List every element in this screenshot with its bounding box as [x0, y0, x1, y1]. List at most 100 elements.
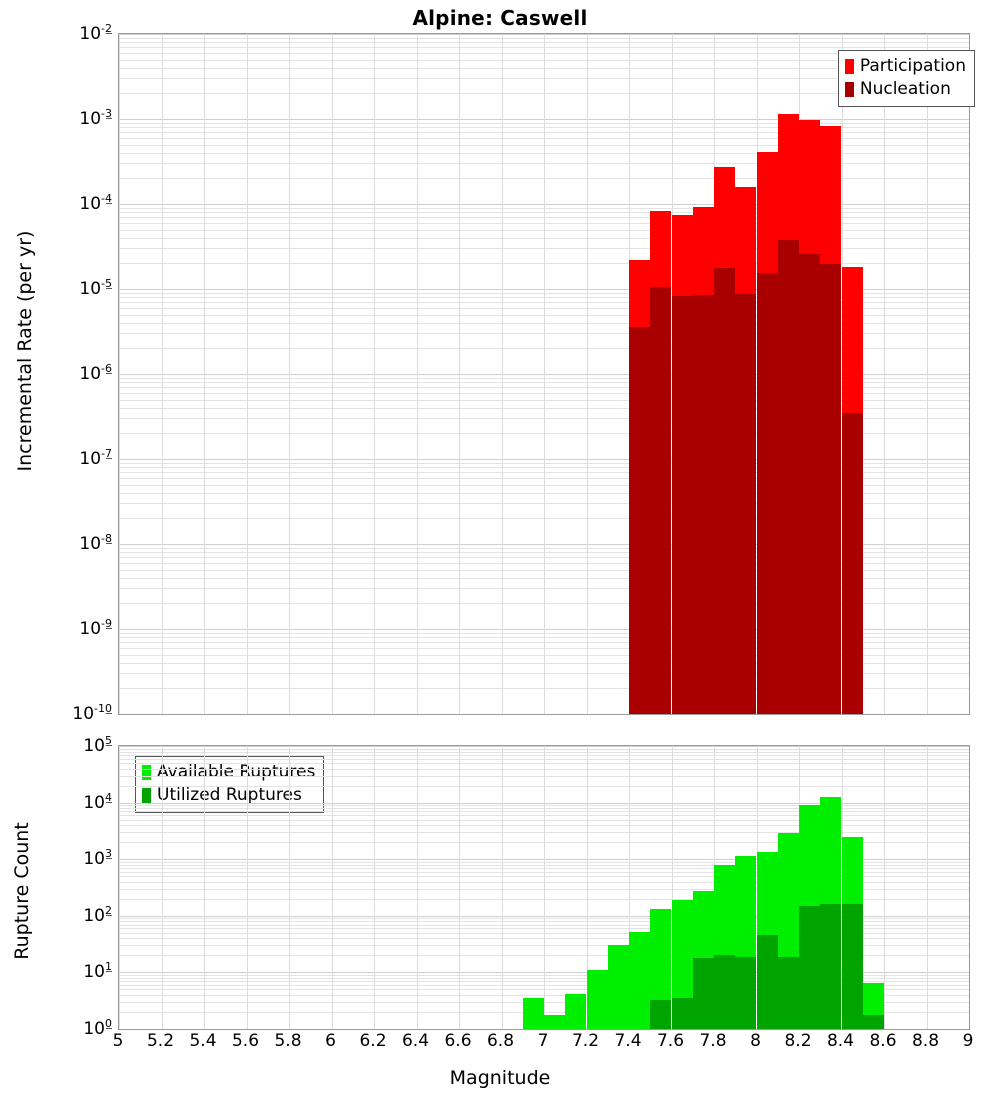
gridline-vertical	[204, 34, 205, 714]
bar-segment-lower	[756, 272, 778, 714]
gridline-vertical	[161, 746, 163, 1029]
gridline-vertical	[416, 34, 418, 714]
legend-label-nucleation: Nucleation	[859, 79, 951, 99]
legend-item-utilized-ruptures: Utilized Ruptures	[142, 784, 315, 807]
gridline-vertical	[161, 34, 163, 714]
gridline-vertical	[246, 746, 248, 1029]
x-tick-label: 6.2	[359, 1031, 387, 1051]
nucleation-swatch-icon	[844, 82, 854, 97]
bar	[756, 151, 778, 714]
y-tick-mark	[106, 971, 112, 973]
gridline-vertical	[246, 34, 248, 714]
bar-segment-lower	[799, 905, 821, 1029]
bar-segment-lower	[671, 295, 693, 714]
gridline-vertical	[416, 746, 418, 1029]
bar	[586, 970, 608, 1029]
bar	[777, 113, 799, 714]
x-tick-label: 8.8	[911, 1031, 940, 1051]
bar-segment-lower	[777, 956, 799, 1029]
y-tick-label: 10-9	[79, 617, 112, 639]
top-y-axis-title: Incremental Rate (per yr)	[14, 230, 36, 472]
incremental-rate-plot	[118, 33, 970, 715]
bar	[735, 186, 757, 714]
legend-label-participation: Participation	[859, 56, 966, 76]
x-tick-label: 7.8	[699, 1031, 727, 1051]
bar	[607, 944, 629, 1029]
gridline-vertical	[289, 34, 290, 714]
bar	[799, 805, 821, 1029]
bar-segment-lower	[820, 904, 842, 1029]
bar	[862, 983, 885, 1029]
y-tick-label: 103	[83, 847, 112, 870]
rupture-count-plot: Available Ruptures Utilized Ruptures	[118, 745, 970, 1030]
bar	[565, 993, 587, 1029]
gridline-vertical	[926, 34, 928, 714]
x-tick-label: 9	[962, 1031, 974, 1051]
bar	[650, 909, 672, 1029]
y-tick-label: 10-7	[79, 447, 112, 469]
x-tick-label: 8.4	[826, 1031, 855, 1051]
gridline-vertical	[331, 34, 333, 714]
bar-segment-lower	[735, 956, 757, 1029]
bar-segment-lower	[650, 1000, 672, 1029]
bar-segment-lower	[799, 253, 821, 714]
gridline-vertical	[119, 746, 120, 1029]
x-tick-label: 5.8	[274, 1031, 302, 1051]
bar	[650, 211, 672, 714]
bar-segment-lower	[777, 239, 799, 714]
legend-label-available-ruptures: Available Ruptures	[157, 762, 316, 782]
bar	[692, 891, 715, 1029]
y-tick-label: 10-5	[79, 277, 112, 299]
y-tick-label: 104	[83, 790, 112, 813]
bar	[692, 207, 715, 714]
y-tick-mark	[106, 628, 112, 629]
utilized-ruptures-swatch-icon	[142, 788, 151, 803]
bottom-y-axis: 105 104 103 102 101 100	[0, 734, 112, 1039]
chart-title: Alpine: Caswell	[412, 6, 588, 30]
bar-segment-lower	[820, 264, 842, 714]
gridline-vertical	[969, 34, 970, 714]
participation-swatch-icon	[844, 59, 854, 74]
y-tick-mark	[106, 801, 112, 803]
bar	[629, 259, 651, 714]
y-tick-mark	[106, 458, 112, 459]
bar	[629, 932, 651, 1029]
x-tick-label: 6	[325, 1031, 336, 1051]
available-ruptures-swatch-icon	[142, 765, 151, 780]
x-tick-label: 5.6	[231, 1031, 260, 1051]
gridline-vertical	[969, 746, 970, 1029]
bar	[820, 125, 842, 714]
gridline-vertical	[119, 34, 120, 714]
gridline-vertical	[544, 34, 545, 714]
bar-segment-lower	[735, 293, 757, 714]
y-tick-mark	[106, 713, 112, 714]
gridline-vertical	[926, 746, 928, 1029]
y-tick-label: 100	[83, 1017, 112, 1039]
bar-segment-lower	[692, 957, 715, 1029]
x-tick-label: 7	[537, 1031, 549, 1051]
bar-segment-lower	[671, 998, 693, 1029]
gridline-vertical	[586, 746, 588, 1029]
y-tick-label: 10-2	[79, 22, 112, 44]
bottom-y-axis-title: Rupture Count	[11, 822, 33, 960]
bar-segment-lower	[862, 1014, 885, 1029]
gridline-vertical	[374, 34, 375, 714]
bar	[735, 855, 757, 1029]
bar	[820, 797, 842, 1029]
gridline-vertical	[501, 34, 503, 714]
bar	[777, 833, 799, 1029]
x-tick-label: 6.8	[486, 1031, 515, 1051]
y-tick-mark	[106, 1028, 112, 1029]
x-tick-label: 6.6	[444, 1031, 472, 1051]
bar-segment-lower	[756, 935, 778, 1029]
legend-incremental-rate: Participation Nucleation	[837, 50, 975, 107]
bar	[522, 998, 544, 1029]
legend-item-nucleation: Nucleation	[844, 78, 966, 101]
x-tick-label: 6.4	[401, 1031, 430, 1051]
y-tick-label: 10-10	[72, 702, 112, 724]
gridline-vertical	[374, 746, 375, 1029]
bar	[714, 864, 736, 1029]
x-tick-label: 5	[112, 1031, 124, 1051]
x-tick-label: 7.2	[571, 1031, 600, 1051]
gridline-vertical	[204, 746, 205, 1029]
